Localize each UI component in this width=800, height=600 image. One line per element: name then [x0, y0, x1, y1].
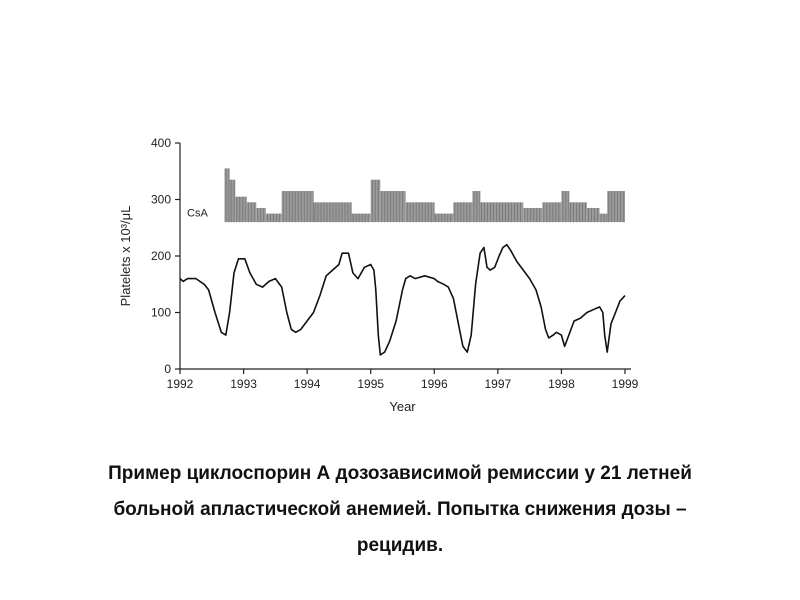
csa-dose-bar — [561, 191, 570, 223]
y-axis-label: Platelets x 10³/μL — [118, 206, 133, 307]
csa-dose-bars — [224, 168, 625, 223]
platelet-line — [179, 243, 626, 356]
csa-dose-bar — [380, 191, 406, 223]
csa-dose-bar — [265, 213, 282, 223]
csa-label: CsA — [187, 207, 208, 219]
y-tick-label: 100 — [151, 306, 171, 320]
chart-labels: 0 100 200 300 400 1992 1993 1994 1995 1996 1997 199… — [118, 136, 639, 414]
x-tick-label: 1994 — [294, 377, 321, 391]
y-tick-label: 400 — [151, 136, 171, 150]
csa-dose-bar — [281, 191, 314, 223]
y-tick-label: 200 — [151, 249, 171, 263]
csa-dose-bar — [480, 202, 524, 223]
chart-axes — [175, 142, 631, 374]
y-tick-label: 300 — [151, 193, 171, 207]
csa-dose-bar — [434, 213, 454, 223]
caption-line-1: Пример циклоспорин А дозозависимой ремис… — [108, 463, 692, 484]
csa-dose-bar — [599, 213, 608, 223]
caption-line-3: рецидив. — [356, 535, 444, 556]
csa-dose-bar — [607, 191, 625, 223]
csa-dose-bar — [472, 191, 481, 223]
x-tick-label: 1998 — [548, 377, 575, 391]
x-tick-label: 1999 — [612, 377, 639, 391]
csa-dose-bar — [351, 213, 371, 223]
x-tick-label: 1995 — [357, 377, 384, 391]
slide-caption: Пример циклоспорин А дозозависимой ремис… — [40, 456, 760, 564]
csa-dose-bar — [586, 207, 600, 223]
platelet-series — [179, 243, 626, 356]
csa-dose-bar — [569, 202, 587, 223]
csa-dose-bar — [229, 179, 236, 223]
x-tick-label: 1996 — [421, 377, 448, 391]
csa-dose-bar — [235, 196, 247, 223]
x-tick-label: 1993 — [230, 377, 257, 391]
x-tick-label: 1992 — [167, 377, 194, 391]
csa-dose-bar — [224, 168, 230, 223]
platelet-chart: 0 100 200 300 400 1992 1993 1994 1995 1996 1997 199… — [118, 136, 639, 414]
caption-line-2: больной апластической анемией. Попытка с… — [113, 499, 687, 520]
x-tick-label: 1997 — [485, 377, 512, 391]
y-tick-label: 0 — [164, 362, 171, 376]
x-axis-label: Year — [389, 399, 416, 414]
csa-dose-bar — [313, 202, 352, 223]
